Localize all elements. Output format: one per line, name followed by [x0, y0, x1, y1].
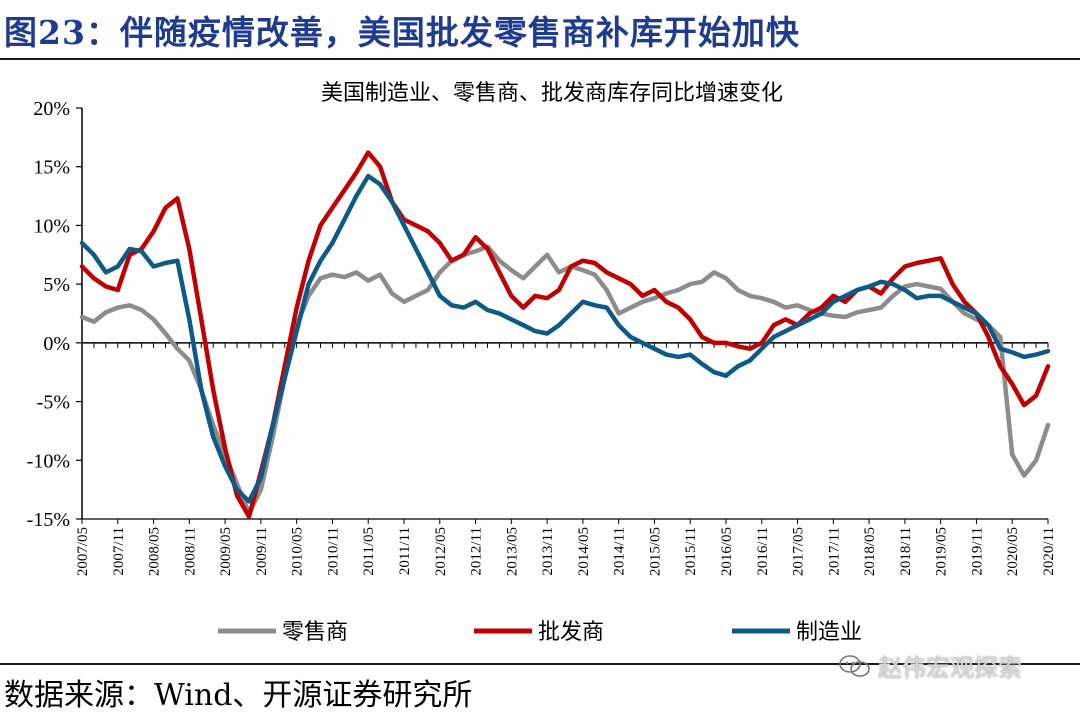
x-tick-label: 2011/11 [397, 527, 413, 575]
y-tick-label: 15% [33, 157, 70, 179]
watermark-text: 赵伟宏观探索 [878, 654, 1022, 682]
x-tick-label: 2012/05 [433, 527, 449, 576]
y-tick-label: -10% [27, 450, 70, 472]
x-tick-label: 2007/11 [111, 527, 127, 576]
figure-title: 图23：伴随疫情改善，美国批发零售商补库开始加快 [4, 13, 800, 52]
legend-label-1: 零售商 [282, 620, 348, 645]
series-lines [79, 150, 1051, 519]
legend-label-2: 批发商 [538, 620, 604, 645]
y-tick-label: 5% [43, 274, 70, 296]
x-tick-label: 2019/05 [934, 527, 950, 576]
x-tick-label: 2013/05 [504, 527, 520, 576]
x-tick-label: 2011/05 [361, 527, 377, 576]
x-tick-label: 2018/05 [862, 527, 878, 576]
x-tick-label: 2007/05 [75, 527, 91, 576]
y-tick-label: -15% [27, 509, 70, 531]
y-tick-label: -5% [37, 392, 70, 414]
x-tick-label: 2012/11 [469, 527, 485, 576]
y-tick-label: 10% [33, 215, 70, 237]
x-tick-label: 2018/11 [898, 527, 914, 576]
y-tick-label: 0% [43, 333, 70, 355]
x-tick-label: 2008/11 [182, 527, 198, 576]
series-line-3 [79, 173, 1051, 504]
x-tick-label: 2013/11 [540, 527, 556, 576]
title-divider [0, 58, 1080, 60]
inventory-growth-line-chart: 美国制造业、零售商、批发商库存同比增速变化 20% 15% 10% 5% 0% -5% -1… [27, 81, 1057, 645]
source-divider [0, 663, 1080, 665]
chart-title: 美国制造业、零售商、批发商库存同比增速变化 [321, 81, 783, 106]
watermark: 赵伟宏观探索 [838, 648, 1022, 683]
x-tick-label: 2008/05 [147, 527, 163, 576]
x-tick-label: 2014/05 [576, 527, 592, 576]
x-tick-label: 2014/11 [612, 527, 628, 576]
x-tick-label: 2016/11 [755, 527, 771, 576]
x-tick-label: 2020/05 [1005, 527, 1021, 576]
wechat-icon [839, 654, 870, 677]
legend: 零售商 批发商 制造业 [218, 620, 862, 645]
x-tick-label: 2016/05 [719, 527, 735, 576]
y-tick-label: 20% [33, 98, 70, 120]
x-tick-label: 2009/05 [218, 527, 234, 576]
legend-label-3: 制造业 [796, 620, 862, 645]
x-tick-label: 2010/11 [325, 527, 341, 576]
x-tick-label: 2015/11 [683, 527, 699, 576]
source-note: 数据来源：Wind、开源证券研究所 [4, 678, 473, 713]
x-tick-label: 2017/11 [826, 527, 842, 576]
x-tick-label: 2019/11 [969, 527, 985, 576]
x-tick-label: 2017/05 [791, 527, 807, 576]
x-tick-label: 2010/05 [290, 527, 306, 576]
x-tick-label: 2015/05 [647, 527, 663, 576]
axes: 20% 15% 10% 5% 0% -5% -10% -15% 2007/05 2007/11 20… [27, 98, 1057, 576]
x-tick-label: 2020/11 [1041, 527, 1057, 576]
x-tick-label: 2009/11 [254, 527, 270, 576]
series-line-2 [79, 150, 1051, 519]
